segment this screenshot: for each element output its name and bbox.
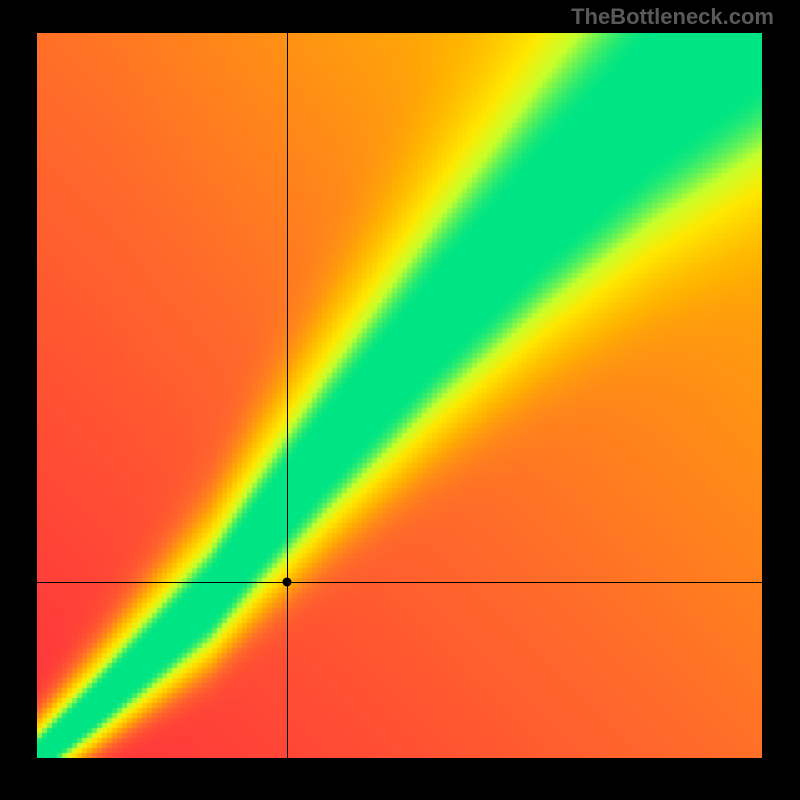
plot-area [37,33,762,758]
crosshair-horizontal [37,582,762,583]
heatmap-canvas [37,33,762,758]
crosshair-marker [283,577,292,586]
attribution-text: TheBottleneck.com [571,4,774,30]
chart-container: TheBottleneck.com [0,0,800,800]
crosshair-vertical [287,33,288,758]
